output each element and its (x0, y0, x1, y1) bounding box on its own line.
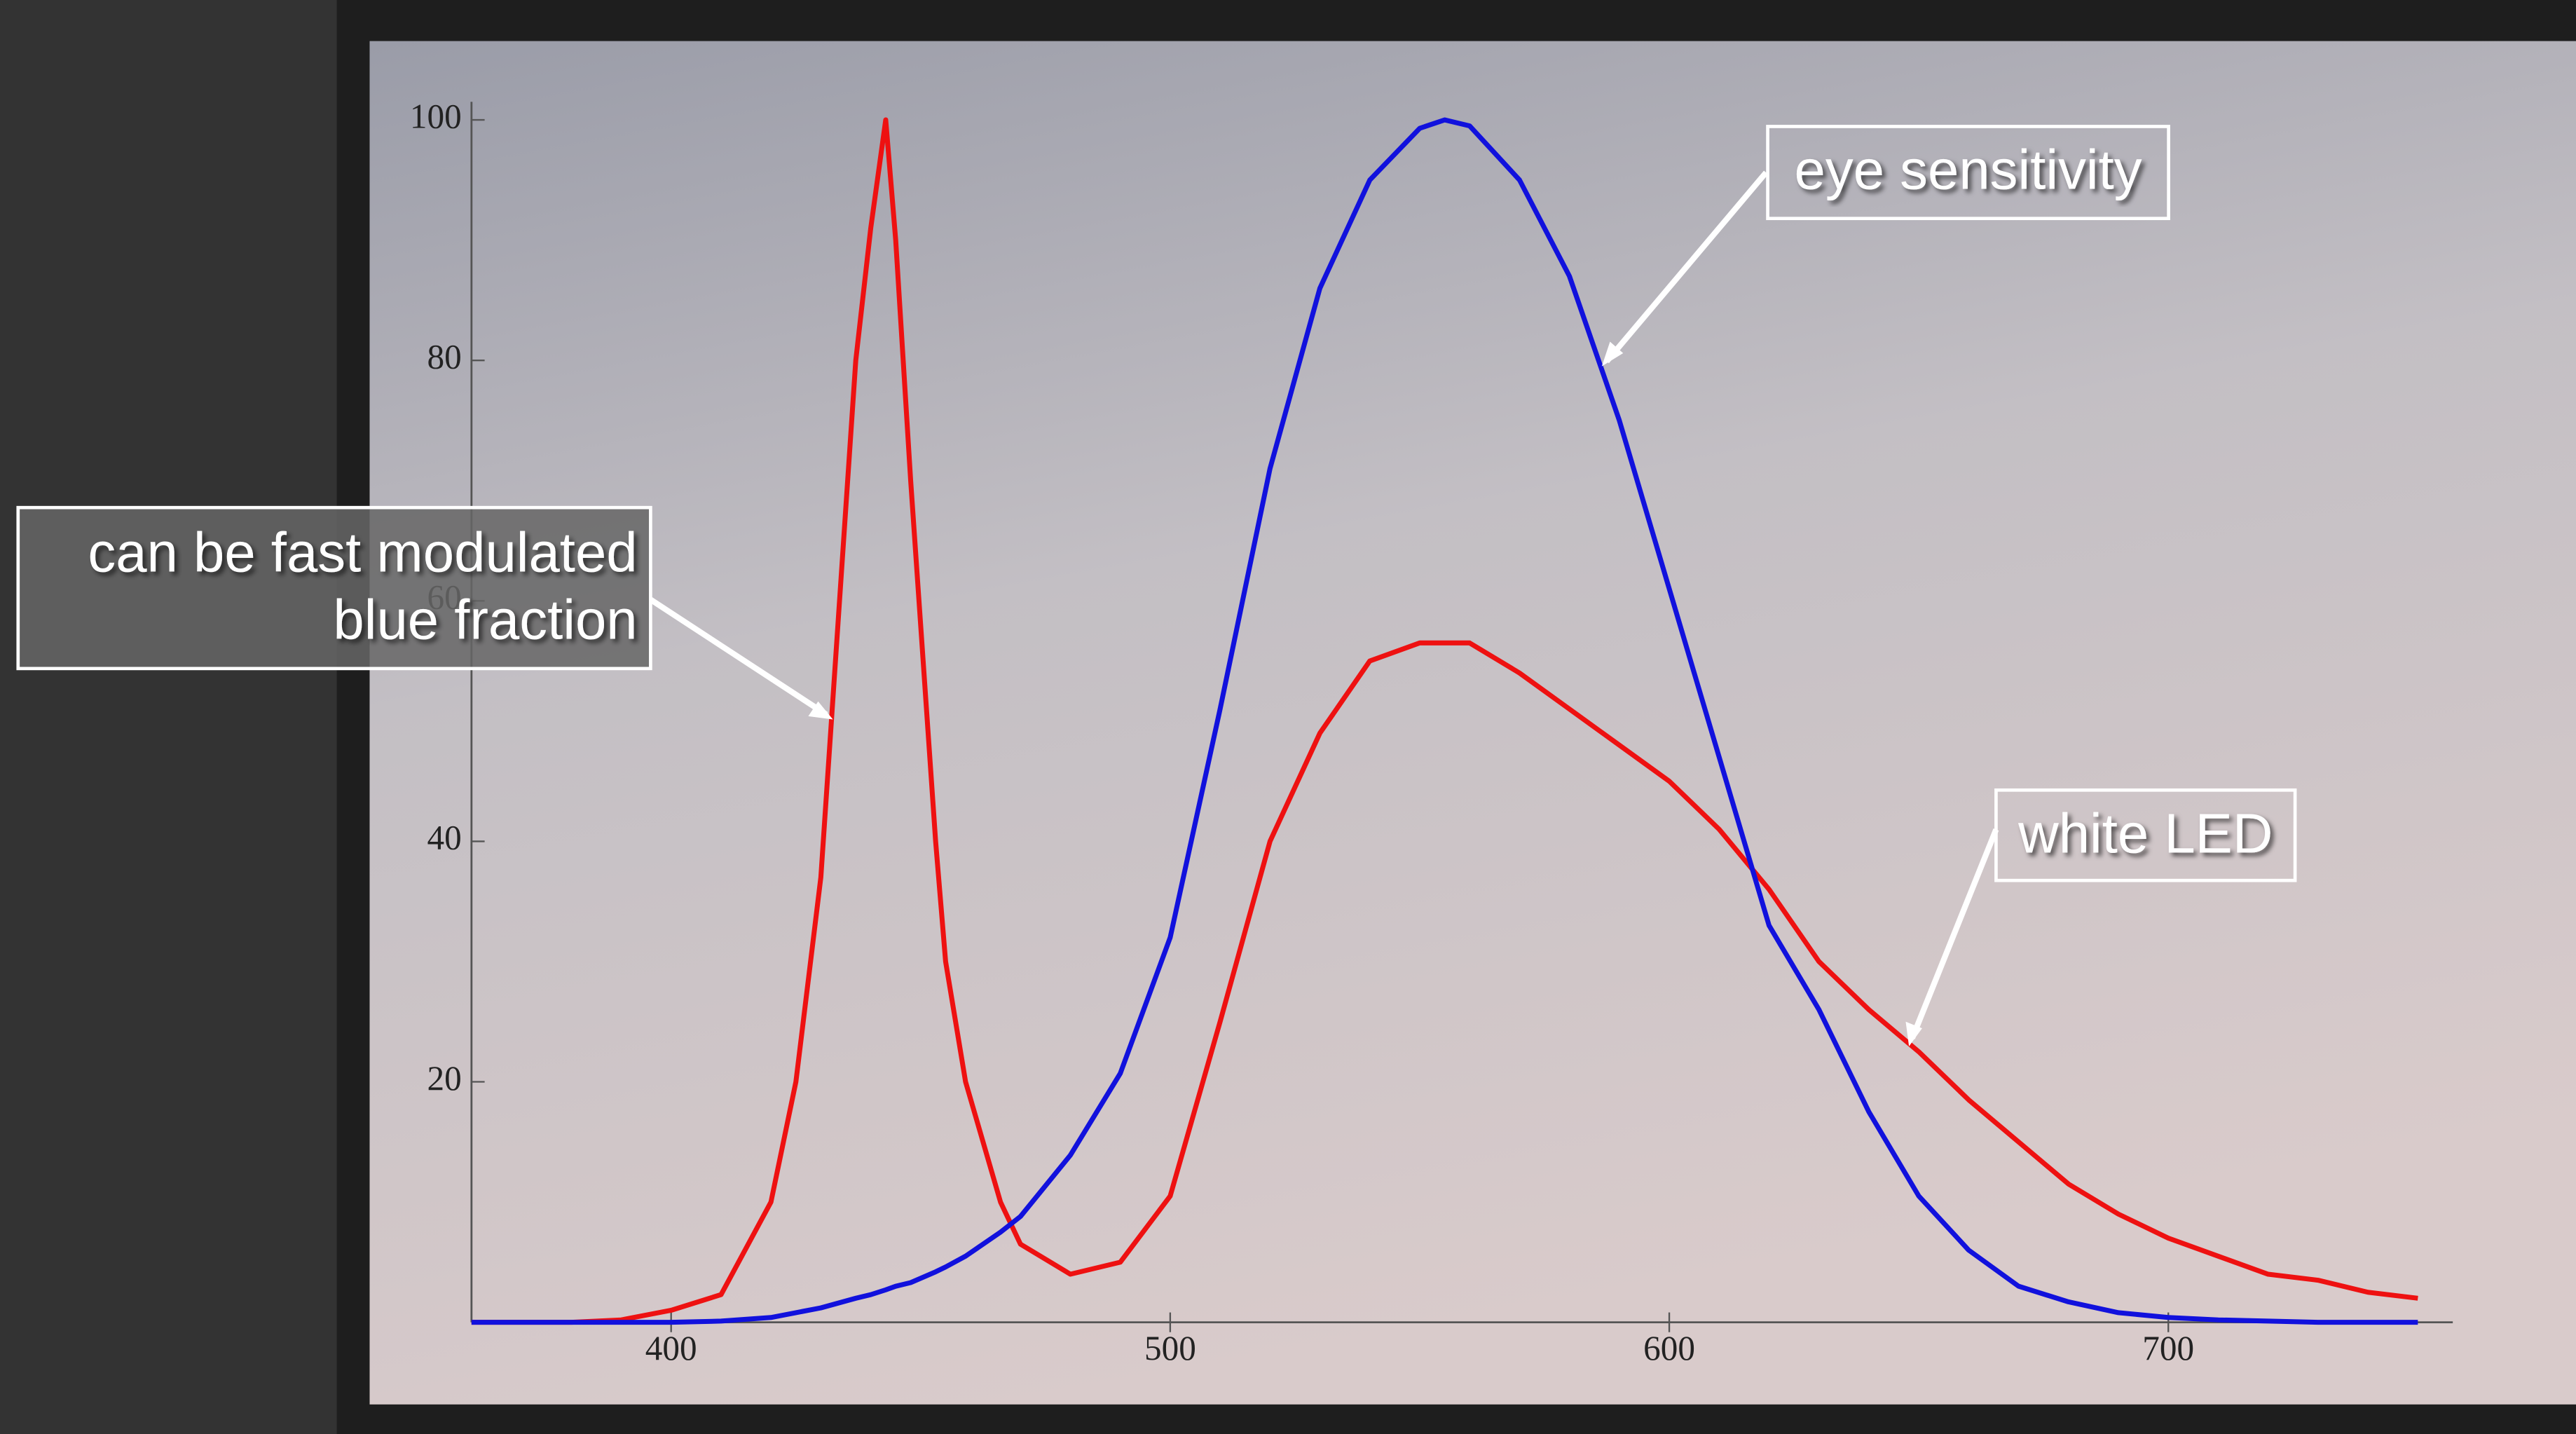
annotation: can be fast modulated (88, 521, 637, 584)
slide: 40050060070020406080100 eye sensitivity … (0, 0, 2576, 1434)
y-tick-label: 40 (427, 819, 462, 857)
x-tick-label: 400 (645, 1329, 697, 1367)
y-tick-label: 80 (427, 337, 462, 376)
y-tick-label: 20 (427, 1059, 462, 1098)
annotation: white LED (2017, 802, 2273, 864)
x-tick-label: 600 (1643, 1329, 1695, 1367)
x-tick-label: 700 (2142, 1329, 2194, 1367)
x-tick-label: 500 (1144, 1329, 1196, 1367)
annotation: blue fraction (333, 589, 637, 651)
page: {"chart_data": {"type": "line", "x": [36… (0, 0, 2576, 1434)
annotation: eye sensitivity (1795, 138, 2142, 200)
chart-panel (369, 41, 2576, 1405)
y-tick-label: 100 (410, 97, 462, 135)
